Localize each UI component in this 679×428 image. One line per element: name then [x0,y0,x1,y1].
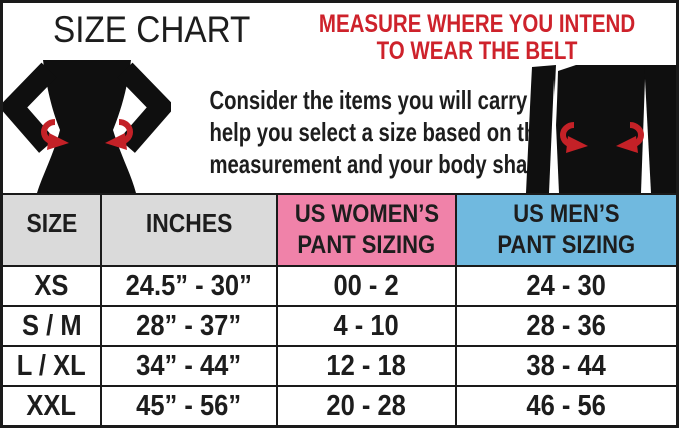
header-womens-line1: US WOMEN’S [294,200,439,228]
row2-size-cell: L / XL [3,347,100,385]
header-inches-cell: INCHES [102,195,276,265]
measure-heading-line2: TO WEAR THE BELT [376,37,578,65]
row3-inches-value: 45” - 56” [136,389,242,422]
row3-size-value: XXL [26,389,77,422]
page-title: SIZE CHART [53,9,251,50]
size-table: SIZE INCHES US WOMEN’S PANT SIZING US ME… [3,193,676,425]
row1-size-cell: S / M [3,307,100,345]
curved-waist-measure-arrow-icon [616,122,644,153]
row1-inches-cell: 28” - 37” [102,307,276,345]
row1-womens-cell: 4 - 10 [278,307,455,345]
row2-mens-value: 38 - 44 [526,349,607,382]
header-inches-label: INCHES [145,208,233,238]
female-waist-silhouette-icon [3,60,171,193]
row3-womens-value: 20 - 28 [326,389,407,422]
row3-size-cell: XXL [3,387,100,425]
intro-line3: measurement and your body shape. [209,149,557,179]
header-mens-line1: US MEN’S [513,200,620,228]
measure-heading-line1: MEASURE WHERE YOU INTEND [318,10,636,38]
curved-waist-measure-arrow-icon [560,122,588,153]
row1-size-value: S / M [21,309,82,342]
row3-mens-value: 46 - 56 [526,389,607,422]
header-mens-cell: US MEN’S PANT SIZING [457,195,676,265]
row2-inches-value: 34” - 44” [136,349,242,382]
intro-text: Consider the items you will carry to hel… [169,84,557,180]
row2-size-value: L / XL [16,349,86,382]
header-size-cell: SIZE [3,195,100,265]
row0-womens-cell: 00 - 2 [278,267,455,305]
row2-womens-value: 12 - 18 [326,349,407,382]
row0-size-cell: XS [3,267,100,305]
row0-inches-value: 24.5” - 30” [125,269,253,302]
row0-womens-value: 00 - 2 [333,269,400,302]
curved-waist-measure-arrow-icon [41,119,69,150]
curved-waist-measure-arrow-icon [105,119,133,150]
row1-mens-value: 28 - 36 [526,309,607,342]
row0-mens-value: 24 - 30 [526,269,607,302]
header-size-label: SIZE [26,208,77,238]
row3-inches-cell: 45” - 56” [102,387,276,425]
row2-inches-cell: 34” - 44” [102,347,276,385]
measure-heading: MEASURE WHERE YOU INTEND TO WEAR THE BEL… [279,11,675,65]
row2-womens-cell: 12 - 18 [278,347,455,385]
male-waist-silhouette-icon [526,65,676,193]
intro-line2: help you select a size based on the [209,117,548,147]
row1-mens-cell: 28 - 36 [457,307,676,345]
intro-line1: Consider the items you will carry to [209,85,553,115]
row1-womens-value: 4 - 10 [333,309,400,342]
row0-mens-cell: 24 - 30 [457,267,676,305]
row3-womens-cell: 20 - 28 [278,387,455,425]
row2-mens-cell: 38 - 44 [457,347,676,385]
header-mens-line2: PANT SIZING [497,231,636,259]
row1-inches-value: 28” - 37” [136,309,242,342]
row0-size-value: XS [34,269,69,302]
row3-mens-cell: 46 - 56 [457,387,676,425]
row0-inches-cell: 24.5” - 30” [102,267,276,305]
header-womens-line2: PANT SIZING [297,231,436,259]
header-womens-cell: US WOMEN’S PANT SIZING [278,195,455,265]
